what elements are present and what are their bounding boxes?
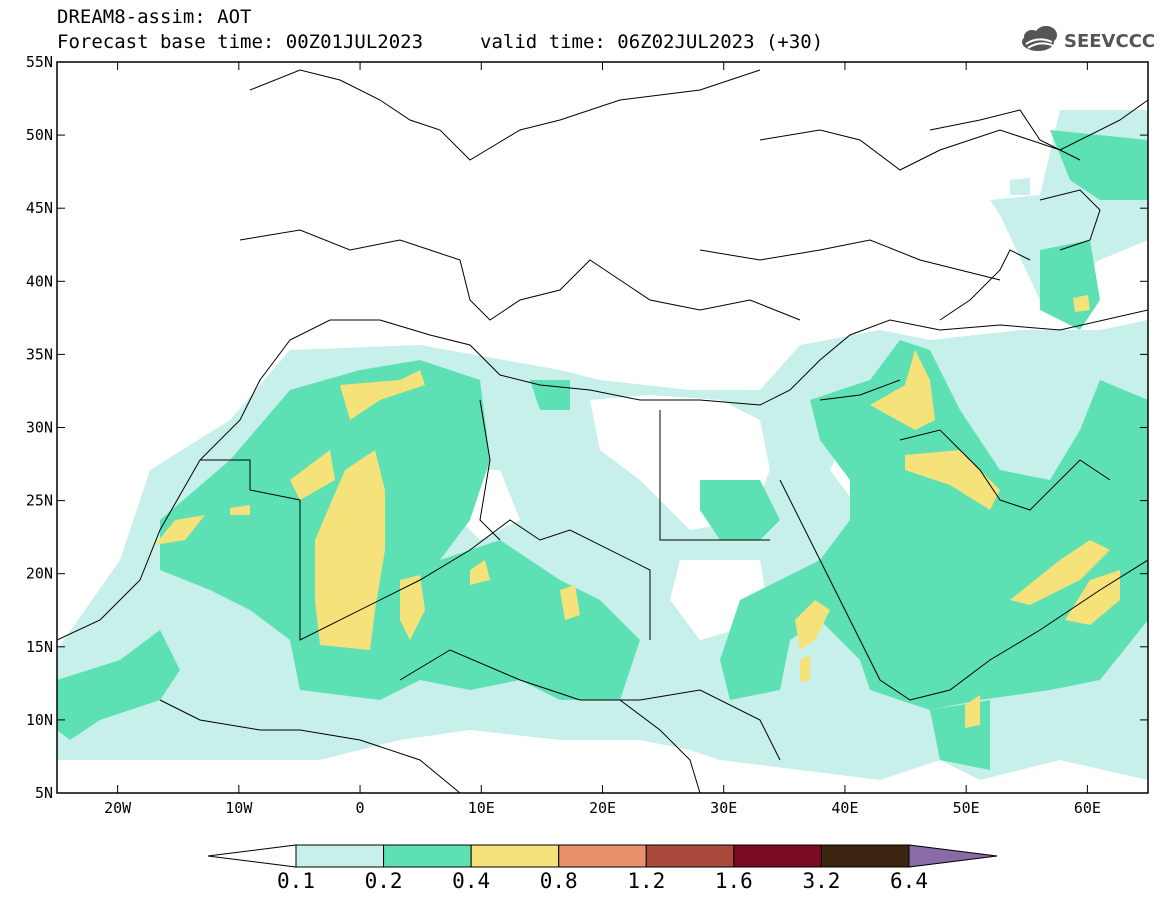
colorbar-swatch: [383, 844, 472, 868]
colorbar-label: 0.8: [540, 869, 578, 893]
lon-tick-label: 30E: [710, 799, 737, 817]
colorbar-swatch: [645, 844, 735, 868]
lat-tick-label: 25N: [26, 492, 53, 510]
longitude-axis: 20W 10W 0 10E 20E 30E 40E 50E 60E: [104, 62, 1101, 817]
seevccc-logo: SEEVCCC: [1018, 22, 1158, 58]
lat-tick-label: 5N: [35, 784, 53, 802]
colorbar-swatch: [733, 844, 822, 868]
valid-time: valid time: 06Z02JUL2023 (+30): [480, 31, 824, 53]
lat-tick-label: 35N: [26, 345, 53, 363]
lat-tick-label: 15N: [26, 638, 53, 656]
colorbar-label: 0.4: [452, 869, 490, 893]
forecast-base-time: Forecast base time: 00Z01JUL2023: [57, 31, 424, 53]
lat-tick-label: 55N: [26, 53, 53, 71]
lat-tick-label: 30N: [26, 419, 53, 437]
logo-text: SEEVCCC: [1064, 31, 1155, 52]
latitude-axis: 55N 50N 45N 40N 35N 30N 25N 20N 15N 10N 5N: [26, 53, 1148, 802]
map-title: DREAM8-assim: AOT: [57, 6, 252, 28]
lon-tick-label: 0: [356, 799, 365, 817]
colorbar-label: 6.4: [890, 869, 928, 893]
colorbar-label: 1.2: [627, 869, 665, 893]
colorbar-label: 1.6: [715, 869, 753, 893]
lat-tick-label: 50N: [26, 126, 53, 144]
colorbar-swatch: [820, 844, 910, 868]
aot-level-0.4: [155, 295, 1120, 728]
colorbar: 0.1 0.2 0.4 0.8 1.2 1.6 3.2 6.4: [207, 844, 998, 893]
colorbar-swatch: [295, 844, 385, 868]
cloud-icon: [1022, 26, 1057, 51]
lon-tick-label: 40E: [831, 799, 858, 817]
colorbar-over-arrow: [908, 844, 998, 868]
colorbar-label: 0.1: [277, 869, 315, 893]
lon-tick-label: 10W: [225, 799, 253, 817]
colorbar-label: 0.2: [365, 869, 403, 893]
lon-tick-label: 60E: [1074, 799, 1101, 817]
lon-tick-label: 20W: [104, 799, 132, 817]
lon-tick-label: 10E: [468, 799, 495, 817]
country-borders: [57, 69, 1148, 793]
lat-tick-label: 20N: [26, 565, 53, 583]
lon-tick-label: 20E: [589, 799, 616, 817]
lon-tick-label: 50E: [953, 799, 980, 817]
lat-tick-label: 10N: [26, 711, 53, 729]
aot-contours: [57, 110, 1148, 780]
colorbar-swatch: [470, 844, 560, 868]
colorbar-under-arrow: [207, 844, 297, 868]
lat-tick-label: 40N: [26, 272, 53, 290]
colorbar-label: 3.2: [802, 869, 840, 893]
lat-tick-label: 45N: [26, 199, 53, 217]
aot-level-0.2: [57, 130, 1148, 770]
colorbar-swatch: [558, 844, 647, 868]
